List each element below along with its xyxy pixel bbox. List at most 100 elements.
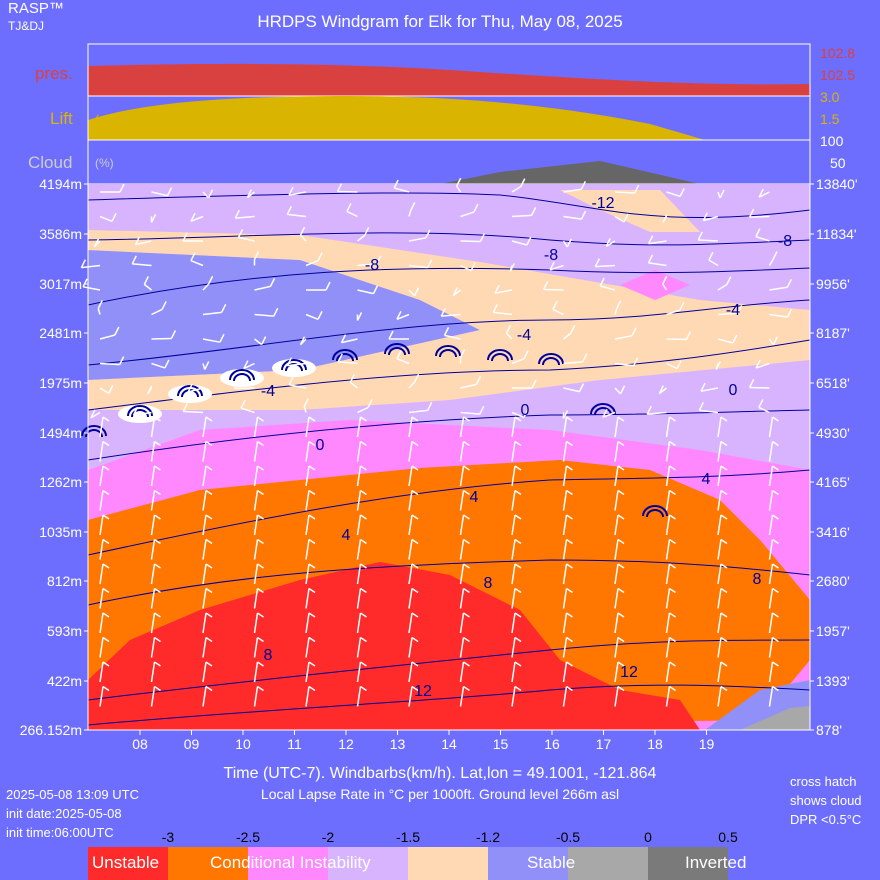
wind-barb-flag — [164, 359, 170, 369]
wind-barb-shaft — [305, 465, 310, 487]
wind-barb-flag — [514, 661, 522, 667]
wind-barb-shaft — [768, 612, 774, 634]
wind-barb-shaft — [202, 563, 207, 585]
cumulus-arc — [487, 349, 513, 361]
x-tick-label: 11 — [287, 736, 302, 752]
wind-barb-shaft — [614, 465, 619, 487]
wind-barb-flag — [479, 405, 485, 415]
wind-barb-flag — [647, 254, 654, 264]
wind-barb-flag — [720, 685, 728, 692]
wind-barb-flag — [356, 312, 363, 321]
wind-barb-shaft — [769, 313, 788, 318]
wind-barb-shaft — [595, 264, 616, 268]
wind-barb-flag — [154, 587, 161, 594]
wind-barb-flag — [205, 612, 213, 618]
y-right-tick-label: 878' — [816, 722, 842, 738]
wind-barb-flag — [662, 275, 668, 285]
pressure-label: pres. — [35, 64, 73, 83]
wind-barb-shaft — [614, 563, 619, 585]
wind-barb-shaft — [408, 661, 413, 683]
wind-barb-shaft — [288, 191, 307, 196]
wind-barb-flag — [367, 399, 373, 408]
wind-barb-flag — [360, 661, 367, 667]
wind-barb-shaft — [305, 661, 310, 683]
wind-barb-shaft — [150, 514, 156, 536]
wind-barb-shaft — [150, 441, 156, 462]
wind-barb-flag — [219, 333, 225, 343]
wind-barb-shaft — [511, 358, 525, 365]
wind-barb-shaft — [614, 215, 625, 223]
legend-tick: -2.5 — [235, 829, 261, 845]
y-right-tick-label: 2680' — [816, 573, 850, 589]
wind-barb-shaft — [562, 612, 568, 634]
wind-barb-shaft — [717, 637, 722, 658]
wind-barb-flag — [669, 514, 676, 520]
contour-label: -4 — [726, 302, 740, 319]
wind-barb-flag — [617, 489, 625, 496]
cumulus-arc — [131, 409, 149, 418]
y-left-tick-label: 4194m — [39, 176, 82, 192]
wind-barb-flag — [505, 324, 512, 334]
wind-barb-flag — [772, 612, 779, 618]
wind-barb-shaft — [338, 361, 358, 365]
wind-barb-shaft — [769, 286, 788, 291]
wind-barb-shaft — [662, 283, 668, 291]
wind-barb-flag — [147, 385, 153, 395]
wind-barb-flag — [786, 308, 793, 318]
wind-barb-flag — [772, 489, 779, 496]
wind-barb-shaft — [408, 237, 427, 242]
wind-barb-flag — [411, 538, 419, 545]
wind-barb-shaft — [768, 637, 774, 658]
wind-barb-flag — [720, 416, 728, 422]
wind-barb-shaft — [99, 334, 116, 340]
wind-barb-flag — [102, 489, 110, 496]
wind-barb-shaft — [349, 381, 358, 389]
wind-barb-flag — [411, 563, 419, 569]
wind-barb-shaft — [717, 686, 722, 707]
wind-barb-shaft — [459, 661, 465, 683]
cumulus-arc — [281, 359, 307, 371]
wind-barb-flag — [566, 416, 573, 422]
wind-barb-shaft — [665, 490, 671, 511]
wind-barb-shaft — [99, 215, 113, 222]
wind-barb-shaft — [511, 490, 516, 511]
wind-barb-flag — [669, 661, 676, 667]
ground-level-caption: Local Lapse Rate in °C per 1000ft. Groun… — [260, 786, 620, 802]
wind-barb-shaft — [614, 612, 619, 634]
wind-barb-flag — [288, 186, 294, 196]
wind-barb-flag — [411, 612, 419, 618]
wind-barb-shaft — [460, 211, 475, 218]
wind-barb-shaft — [150, 416, 156, 438]
legend-tick: -2 — [321, 829, 335, 845]
wind-barb-flag — [257, 636, 264, 643]
wind-barb-flag — [599, 277, 605, 287]
wind-barb-shaft — [768, 514, 774, 536]
wind-barb-shaft — [202, 514, 207, 536]
wind-barb-flag — [566, 563, 573, 569]
wind-barb-shaft — [614, 308, 618, 315]
x-tick-label: 10 — [235, 736, 251, 752]
y-left-tick-label: 3586m — [39, 226, 82, 242]
wind-barb-shaft — [202, 465, 207, 487]
wind-barb-flag — [669, 587, 676, 594]
wind-barb-flag — [205, 661, 213, 667]
wind-barb-flag — [669, 538, 676, 545]
wind-barb-shaft — [665, 637, 671, 658]
wind-barb-flag — [594, 258, 601, 267]
y-left-tick-label: 593m — [47, 623, 82, 639]
wind-barb-shaft — [356, 563, 362, 585]
wind-barb-flag — [617, 465, 625, 471]
wind-barb-shaft — [717, 612, 722, 634]
wind-barb-flag — [411, 685, 419, 692]
wind-barb-flag — [325, 281, 331, 291]
wind-barb-shaft — [511, 637, 516, 658]
wind-barb-flag — [102, 587, 110, 594]
wind-barb-shaft — [305, 260, 319, 267]
wind-barb-shaft — [614, 539, 619, 560]
wind-barb-shaft — [408, 637, 413, 658]
wind-barb-flag — [720, 465, 728, 471]
wind-barb-shaft — [444, 334, 461, 340]
wind-barb-shaft — [494, 289, 513, 294]
wind-barb-shaft — [287, 213, 307, 218]
wind-barb-shaft — [665, 588, 671, 609]
